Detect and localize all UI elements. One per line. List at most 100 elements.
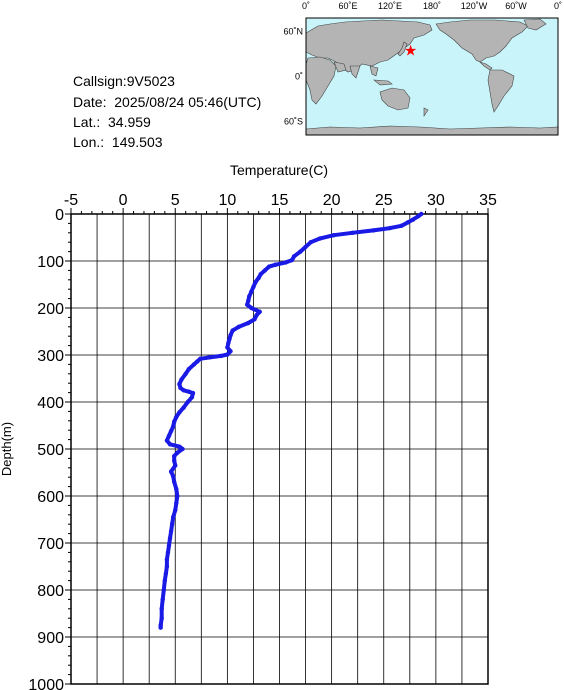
series-point xyxy=(251,284,256,290)
series-point xyxy=(185,399,190,405)
map-latitude-label: 60˚N xyxy=(283,27,303,37)
series-point xyxy=(331,232,336,238)
series-point xyxy=(228,349,233,354)
series-point xyxy=(399,223,404,228)
map-longitude-label: 120˚E xyxy=(378,1,402,11)
y-tick-label: 1000 xyxy=(28,677,64,690)
series-point xyxy=(236,324,242,329)
series-point xyxy=(247,294,252,299)
y-tick-label: 700 xyxy=(37,536,64,553)
x-tick-label: 0 xyxy=(119,192,128,209)
series-point xyxy=(169,522,175,527)
map-longitude-label: 60˚W xyxy=(505,1,527,11)
series-point xyxy=(262,268,268,273)
x-tick-label: 30 xyxy=(427,192,445,209)
series-point xyxy=(257,309,262,314)
map-graticule-labels: 0˚ 60˚E 120˚E 180˚ 120˚W 60˚W 0˚ 60˚N 0˚ 60˚S xyxy=(283,1,562,127)
x-tick-label: 35 xyxy=(479,192,497,209)
series-point xyxy=(256,275,261,281)
y-tick-label: 600 xyxy=(37,489,64,506)
series-point xyxy=(175,450,180,455)
series-point xyxy=(167,442,173,447)
series-point xyxy=(181,405,186,410)
series-point xyxy=(159,616,164,621)
series-point xyxy=(174,500,179,506)
series-point xyxy=(194,359,200,364)
x-tick-label: 15 xyxy=(271,192,289,209)
temperature-series xyxy=(158,211,424,630)
x-tick-label: 20 xyxy=(323,192,341,209)
map-frame xyxy=(305,17,559,136)
series-point xyxy=(172,453,177,459)
date-text: Date: 2025/08/24 05:46(UTC) xyxy=(73,94,262,110)
series-point xyxy=(252,317,257,322)
series-point xyxy=(419,211,424,217)
chart-grid xyxy=(70,213,489,685)
series-point xyxy=(181,388,186,393)
series-point xyxy=(405,220,410,225)
series-point xyxy=(186,389,192,394)
series-point xyxy=(273,262,278,267)
series-point xyxy=(164,564,170,569)
series-point xyxy=(254,312,259,318)
series-point xyxy=(225,352,230,357)
series-point xyxy=(225,345,230,350)
series-line xyxy=(158,212,424,630)
y-tick-label: 900 xyxy=(37,630,64,647)
map-longitude-label: 180˚ xyxy=(423,1,441,11)
location-map: 0˚ 60˚E 120˚E 180˚ 120˚W 60˚W 0˚ 60˚N 0˚ 60˚S ★ xyxy=(283,1,562,136)
land-new-zealand xyxy=(423,107,429,117)
y-axis-label: Depth(m) xyxy=(0,422,14,476)
y-tick-label: 200 xyxy=(37,301,64,318)
y-tick-label: 500 xyxy=(37,442,64,459)
series-point xyxy=(170,474,176,479)
latitude-text: Lat.: 34.959 xyxy=(73,114,151,130)
series-point xyxy=(246,320,251,326)
series-point xyxy=(173,463,178,468)
map-land xyxy=(305,18,559,136)
series-point xyxy=(226,340,231,345)
series-point xyxy=(166,543,172,548)
series-point xyxy=(298,249,303,254)
y-tick-label: 400 xyxy=(37,395,64,412)
y-tick-label: 100 xyxy=(37,254,64,271)
longitude-text: Lon.: 149.503 xyxy=(73,134,163,150)
series-point xyxy=(244,302,250,307)
series-point xyxy=(168,428,174,434)
series-point xyxy=(172,479,177,485)
y-tick-label: 0 xyxy=(55,207,64,224)
land-se-asia xyxy=(369,65,379,77)
chart-tick-labels: -5 0 5 10 15 20 25 30 35010020030040050060070080… xyxy=(28,192,497,690)
map-latitude-label: 0˚ xyxy=(295,72,303,82)
series-point xyxy=(246,298,251,304)
callsign-text: Callsign:9V5023 xyxy=(73,73,175,89)
land-eurasia xyxy=(305,19,433,73)
series-point xyxy=(177,444,182,449)
series-point xyxy=(168,469,174,474)
series-point xyxy=(207,355,212,360)
series-point xyxy=(172,458,177,463)
series-point xyxy=(180,446,185,452)
series-point xyxy=(167,536,173,541)
series-point xyxy=(415,214,421,219)
series-point xyxy=(158,625,163,630)
series-point xyxy=(230,328,235,333)
y-tick-label: 300 xyxy=(37,348,64,365)
series-point xyxy=(191,362,197,367)
series-point xyxy=(163,571,169,576)
series-point xyxy=(303,244,308,250)
series-point xyxy=(387,225,393,231)
series-point xyxy=(258,271,263,277)
series-point xyxy=(179,377,184,382)
series-point xyxy=(410,217,416,222)
series-point xyxy=(170,514,176,520)
series-point xyxy=(177,381,182,387)
land-australia xyxy=(379,87,411,111)
series-point xyxy=(170,424,176,429)
station-marker-icon: ★ xyxy=(404,42,417,59)
map-longitude-label: 0˚ xyxy=(302,1,310,11)
series-point xyxy=(174,486,179,492)
series-point xyxy=(308,240,313,245)
series-point xyxy=(317,236,323,241)
